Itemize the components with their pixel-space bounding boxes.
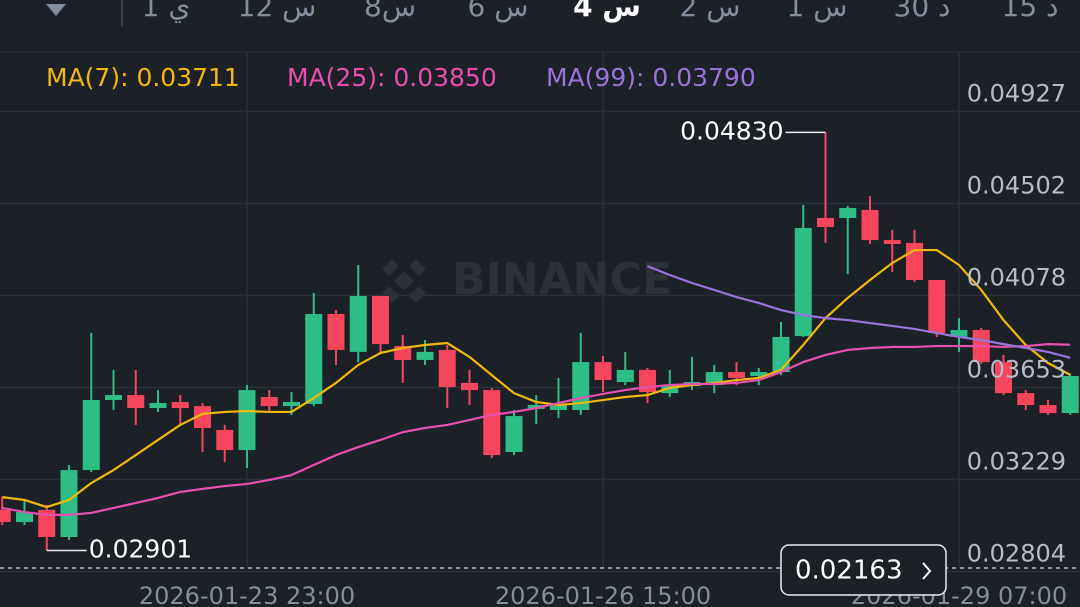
watermark: BINANCE xyxy=(382,254,672,305)
candle-body xyxy=(1039,405,1057,414)
y-tick-label: 0.02804 xyxy=(967,539,1066,567)
candle-body xyxy=(817,217,834,228)
candle-body xyxy=(260,396,278,407)
y-tick-label: 0.03229 xyxy=(967,447,1066,475)
last-price-label: 0.02163 xyxy=(795,556,903,586)
candle-body xyxy=(483,390,501,456)
candle-body xyxy=(194,406,211,428)
ma-line xyxy=(2,343,1071,516)
y-tick-label: 0.04078 xyxy=(967,263,1066,291)
legend-entry: MA(99): 0.03790 xyxy=(546,63,756,92)
candle-body xyxy=(794,227,812,337)
y-tick-label: 0.04502 xyxy=(967,171,1066,199)
timeframe-tab[interactable]: 1 ي xyxy=(142,0,191,23)
timeframe-tab[interactable]: 15 د xyxy=(1002,0,1059,23)
candle-body xyxy=(127,395,145,409)
timeframe-tab[interactable]: 30 د xyxy=(894,0,951,23)
x-tick-label: 2026-01-23 23:00 xyxy=(139,582,355,607)
watermark-logo xyxy=(382,259,426,303)
candle-body xyxy=(1061,375,1079,414)
badge-chevron xyxy=(922,562,932,580)
candle-body xyxy=(105,395,122,401)
candle-body xyxy=(750,372,768,376)
y-tick-label: 0.04927 xyxy=(967,79,1066,107)
candle-body xyxy=(327,313,345,350)
candle-body xyxy=(883,240,901,244)
candle-body xyxy=(772,336,790,373)
grid xyxy=(0,52,1080,573)
candle-body xyxy=(171,401,189,409)
candle-body xyxy=(839,208,857,218)
timeframe-tab[interactable]: 1 س xyxy=(787,0,848,23)
x-tick-label: 2026-01-26 15:00 xyxy=(495,582,711,607)
badge-box xyxy=(780,544,947,596)
timeframe-tab[interactable]: 8س xyxy=(364,0,416,23)
low-label: 0.02901 xyxy=(89,534,192,563)
candle-body xyxy=(283,401,300,407)
candle-body xyxy=(16,512,33,523)
high-label: 0.04830 xyxy=(680,116,783,145)
candle-body xyxy=(928,279,946,334)
candle-body xyxy=(861,209,879,241)
legend-entry: MA(7): 0.03711 xyxy=(46,63,240,92)
timeframe-tab[interactable]: 4 س xyxy=(573,0,641,23)
watermark-text: BINANCE xyxy=(452,254,672,305)
candle-body xyxy=(995,362,1012,394)
timeframe-tab[interactable]: 6 س xyxy=(468,0,529,23)
candle-body xyxy=(349,295,367,352)
candle-body xyxy=(461,382,478,391)
candle-body xyxy=(372,295,389,345)
candle-body xyxy=(594,362,612,381)
timeframe-tab[interactable]: 2 س xyxy=(680,0,741,23)
candle-body xyxy=(60,470,78,538)
candle-body xyxy=(906,242,923,280)
timeframe-tab[interactable]: 12 س xyxy=(238,0,317,23)
candle-body xyxy=(82,400,100,471)
candle-body xyxy=(1017,393,1035,406)
ma-line xyxy=(647,265,1071,359)
candle-body xyxy=(305,313,323,404)
candle-body xyxy=(728,372,745,378)
candle-body xyxy=(505,416,523,453)
candle-body xyxy=(950,330,968,337)
candle-body xyxy=(550,405,567,410)
y-tick-label: 0.03653 xyxy=(967,355,1066,383)
candle-body xyxy=(216,429,234,451)
candle-body xyxy=(416,351,434,360)
dropdown-arrow[interactable] xyxy=(46,4,66,16)
candle-body xyxy=(38,509,56,538)
candle-body xyxy=(149,403,167,409)
candle-body xyxy=(0,509,11,523)
candle-body xyxy=(661,385,679,394)
candle-body xyxy=(616,369,634,383)
last-price-badge[interactable]: 0.02163 xyxy=(780,544,947,596)
ma-line xyxy=(2,248,1071,509)
legend-entry: MA(25): 0.03850 xyxy=(287,63,497,92)
candle-body xyxy=(238,390,256,451)
candle-body xyxy=(438,349,456,388)
